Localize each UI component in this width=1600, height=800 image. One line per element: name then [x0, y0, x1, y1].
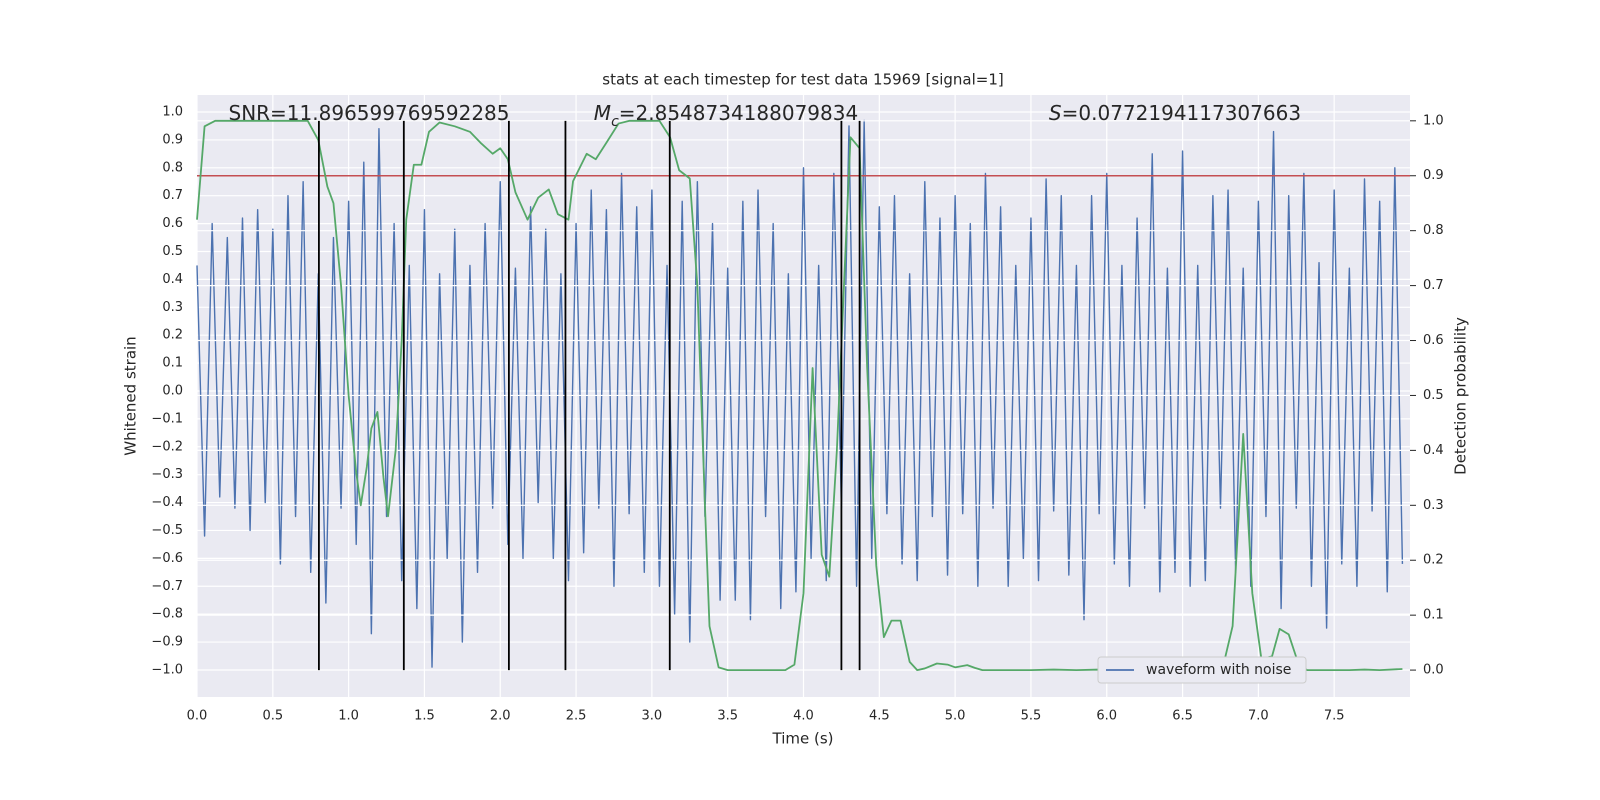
y2-tick-label: 0.9 [1423, 168, 1444, 183]
chart-title: stats at each timestep for test data 159… [602, 71, 1003, 89]
x-tick-label: 3.5 [717, 709, 738, 724]
y-tick-label: 0.9 [162, 132, 183, 147]
annotation-subscript: c [611, 114, 619, 130]
y-tick-label: −0.6 [151, 551, 183, 566]
x-tick-label: 4.0 [793, 709, 814, 724]
y-tick-label: −0.2 [151, 439, 183, 454]
y-tick-label: 0.2 [162, 328, 183, 343]
y2-tick-label: 0.4 [1423, 443, 1444, 458]
y-tick-label: −0.1 [151, 411, 183, 426]
x-tick-label: 5.5 [1021, 709, 1042, 724]
x-tick-label: 2.5 [566, 709, 587, 724]
y2-tick-label: 0.6 [1423, 333, 1444, 348]
y2-tick-label: 0.1 [1423, 608, 1444, 623]
y-tick-label: 1.0 [162, 105, 183, 120]
y-tick-label: −1.0 [151, 662, 183, 677]
annotation-text: =0.0772194117307663 [1062, 101, 1301, 125]
y-tick-label: −0.3 [151, 467, 183, 482]
x-tick-label: 7.0 [1248, 709, 1269, 724]
y-tick-label: 0.1 [162, 356, 183, 371]
y2-tick-label: 0.8 [1423, 223, 1444, 238]
x-tick-label: 4.5 [869, 709, 890, 724]
y2-tick-label: 0.0 [1423, 663, 1444, 678]
y-tick-label: 0.3 [162, 300, 183, 315]
y2-axis-label: Detection probability [1452, 317, 1470, 475]
y2-tick-label: 0.3 [1423, 498, 1444, 513]
y-tick-label: 0.5 [162, 244, 183, 259]
x-tick-label: 7.5 [1324, 709, 1345, 724]
y-tick-label: 0.6 [162, 216, 183, 231]
x-tick-label: 6.0 [1096, 709, 1117, 724]
x-tick-label: 5.0 [945, 709, 966, 724]
x-tick-label: 1.5 [414, 709, 435, 724]
y-tick-label: 0.0 [162, 383, 183, 398]
y2-tick-label: 0.7 [1423, 278, 1444, 293]
y-tick-label: 0.4 [162, 272, 183, 287]
y-tick-label: −0.8 [151, 607, 183, 622]
legend-box [1097, 656, 1307, 684]
x-tick-label: 0.0 [187, 709, 208, 724]
x-axis-label: Time (s) [772, 730, 834, 748]
annotation: SNR=11.896599769592285 [229, 101, 510, 125]
annotation-symbol: S [1049, 101, 1062, 125]
annotation-symbol: M [594, 101, 611, 125]
annotation-text: =2.8548734188079834 [619, 101, 858, 125]
y-tick-label: 0.8 [162, 160, 183, 175]
annotation-text: SNR=11.896599769592285 [229, 101, 510, 125]
y2-tick-label: 1.0 [1423, 113, 1444, 128]
y-tick-label: −0.7 [151, 579, 183, 594]
x-tick-label: 1.0 [338, 709, 359, 724]
y-tick-label: −0.4 [151, 495, 183, 510]
y-axis-label: Whitened strain [122, 336, 140, 455]
y-tick-label: −0.9 [151, 635, 183, 650]
y2-tick-label: 0.5 [1423, 388, 1444, 403]
annotation: S=0.0772194117307663 [1049, 101, 1301, 125]
x-tick-label: 0.5 [262, 709, 283, 724]
legend-label: waveform with noise [1146, 662, 1291, 678]
y-tick-label: −0.5 [151, 523, 183, 538]
x-tick-label: 3.0 [642, 709, 663, 724]
x-tick-label: 6.5 [1172, 709, 1193, 724]
annotation: Mc=2.8548734188079834 [594, 101, 858, 131]
x-tick-label: 2.0 [490, 709, 511, 724]
y-tick-label: 0.7 [162, 188, 183, 203]
y2-tick-label: 0.2 [1423, 553, 1444, 568]
